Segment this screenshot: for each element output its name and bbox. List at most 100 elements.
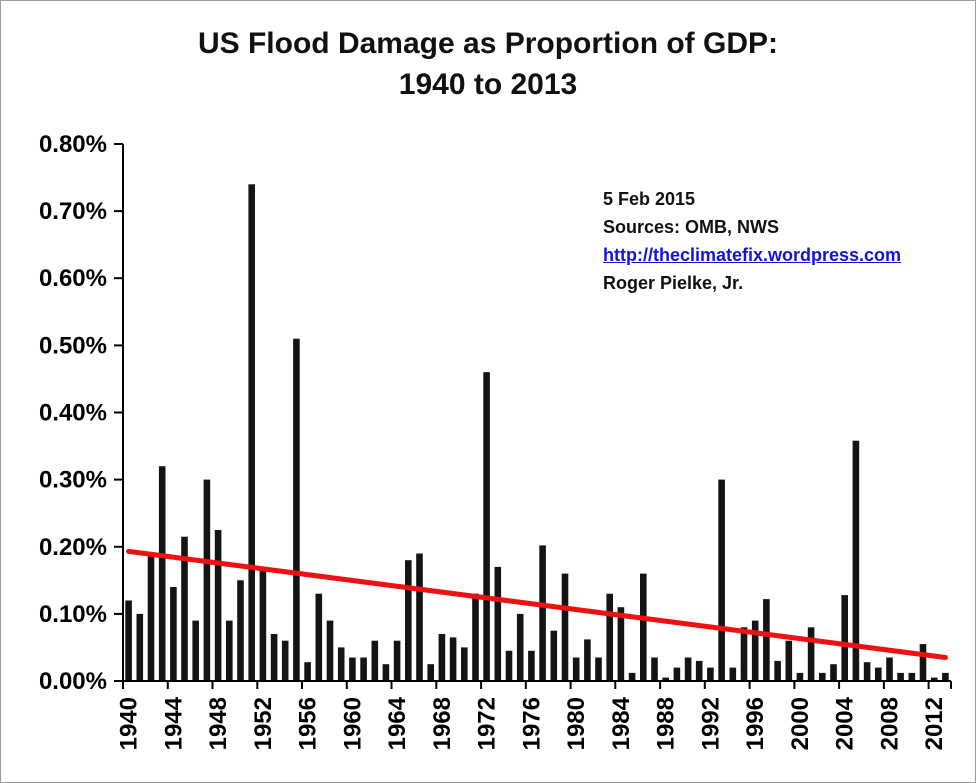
bar-1983 [606, 593, 613, 681]
bar-1957 [315, 593, 323, 681]
x-axis-label: 1976 [518, 697, 545, 750]
bar-1943 [158, 466, 166, 681]
bar-1971 [472, 593, 479, 681]
bar-1950 [237, 580, 244, 681]
bar-1946 [192, 620, 199, 681]
x-axis-label: 2012 [921, 697, 948, 750]
bar-2010 [908, 672, 916, 681]
bar-2009 [897, 672, 904, 681]
annotation-sources: Sources: OMB, NWS [603, 217, 780, 237]
bar-1991 [695, 660, 703, 681]
chart-title-line1: US Flood Damage as Proportion of GDP: [197, 27, 779, 60]
x-axis-label: 1972 [474, 697, 501, 750]
bar-1940 [125, 600, 132, 681]
bar-1951 [248, 184, 255, 682]
bar-1987 [651, 657, 658, 681]
y-axis-label: 0.40% [39, 400, 107, 427]
bar-2000 [796, 672, 804, 681]
annotation-block: 5 Feb 2015 Sources: OMB, NWS http://thec… [603, 185, 901, 297]
x-axis-label: 1960 [339, 697, 366, 750]
bar-1942 [147, 553, 155, 681]
bar-1955 [293, 338, 300, 681]
bar-2008 [886, 657, 893, 681]
bar-1963 [382, 664, 390, 681]
bar-1979 [561, 573, 569, 681]
bar-2004 [841, 595, 848, 681]
bar-1941 [136, 613, 144, 681]
chart-title: US Flood Damage as Proportion of GDP: 19… [1, 23, 975, 105]
bar-1998 [774, 660, 781, 681]
bar-1945 [181, 536, 188, 681]
y-axis-label: 0.80% [39, 131, 107, 158]
bar-2013 [942, 672, 949, 681]
x-axis-label: 1948 [205, 697, 232, 750]
bar-2003 [830, 664, 837, 681]
x-axis-label: 1964 [384, 696, 411, 750]
bar-1988 [662, 677, 669, 681]
bar-1960 [349, 657, 356, 681]
x-axis-label: 2004 [832, 696, 859, 750]
bar-1965 [405, 560, 412, 681]
bar-1986 [640, 573, 647, 681]
bar-1966 [416, 553, 423, 681]
bar-1970 [461, 647, 468, 681]
x-axis-label: 1988 [653, 697, 680, 750]
bar-1999 [785, 640, 793, 681]
bar-2011 [919, 644, 927, 681]
bar-2002 [819, 672, 826, 681]
x-axis-label: 1956 [295, 697, 322, 750]
bar-1990 [684, 657, 692, 681]
bar-1982 [595, 657, 602, 681]
bar-1980 [572, 657, 580, 681]
bar-1997 [763, 599, 770, 681]
bar-2001 [807, 627, 815, 681]
bar-2012 [930, 677, 938, 681]
bar-1994 [729, 667, 737, 681]
bar-1944 [170, 587, 177, 681]
x-axis-label: 2000 [787, 697, 814, 750]
bar-1952 [259, 570, 267, 681]
x-axis-label: 1968 [429, 697, 456, 750]
y-axis-label: 0.30% [39, 467, 107, 494]
bar-1989 [673, 667, 681, 681]
y-axis-label: 0.20% [39, 534, 107, 561]
bar-1984 [617, 607, 625, 681]
bar-1947 [203, 479, 211, 681]
x-axis-label: 1992 [697, 697, 724, 750]
x-axis-label: 1952 [250, 697, 277, 750]
bar-1978 [550, 630, 558, 681]
y-axis-label: 0.00% [39, 668, 107, 695]
bar-1975 [516, 613, 524, 681]
bar-1996 [751, 620, 759, 681]
bar-1977 [539, 545, 546, 681]
bar-1985 [628, 672, 636, 681]
y-axis-label: 0.10% [39, 601, 107, 628]
bar-1967 [427, 664, 434, 681]
annotation-author: Roger Pielke, Jr. [603, 273, 744, 293]
x-axis-label: 1984 [608, 696, 635, 750]
bar-1949 [226, 620, 233, 681]
bar-1993 [718, 479, 725, 681]
x-axis-label: 1980 [563, 697, 590, 750]
bar-1962 [371, 640, 379, 681]
bar-1981 [584, 639, 591, 681]
bar-1959 [337, 647, 345, 681]
chart-title-line2: 1940 to 2013 [398, 68, 578, 101]
bar-1973 [494, 566, 502, 681]
bar-1954 [281, 640, 289, 681]
annotation-url-link[interactable]: http://theclimatefix.wordpress.com [603, 245, 902, 265]
bar-1976 [528, 650, 535, 681]
bar-1972 [483, 372, 490, 681]
bar-2007 [875, 667, 882, 681]
bar-2005 [852, 440, 860, 681]
bar-1964 [393, 640, 401, 681]
y-axis-label: 0.50% [39, 332, 107, 359]
trend-line [126, 548, 948, 660]
bar-1968 [438, 634, 446, 681]
y-axis-label: 0.60% [39, 265, 107, 292]
bar-1974 [505, 650, 513, 681]
bar-2006 [863, 662, 871, 681]
x-axis-label: 1944 [160, 696, 187, 750]
